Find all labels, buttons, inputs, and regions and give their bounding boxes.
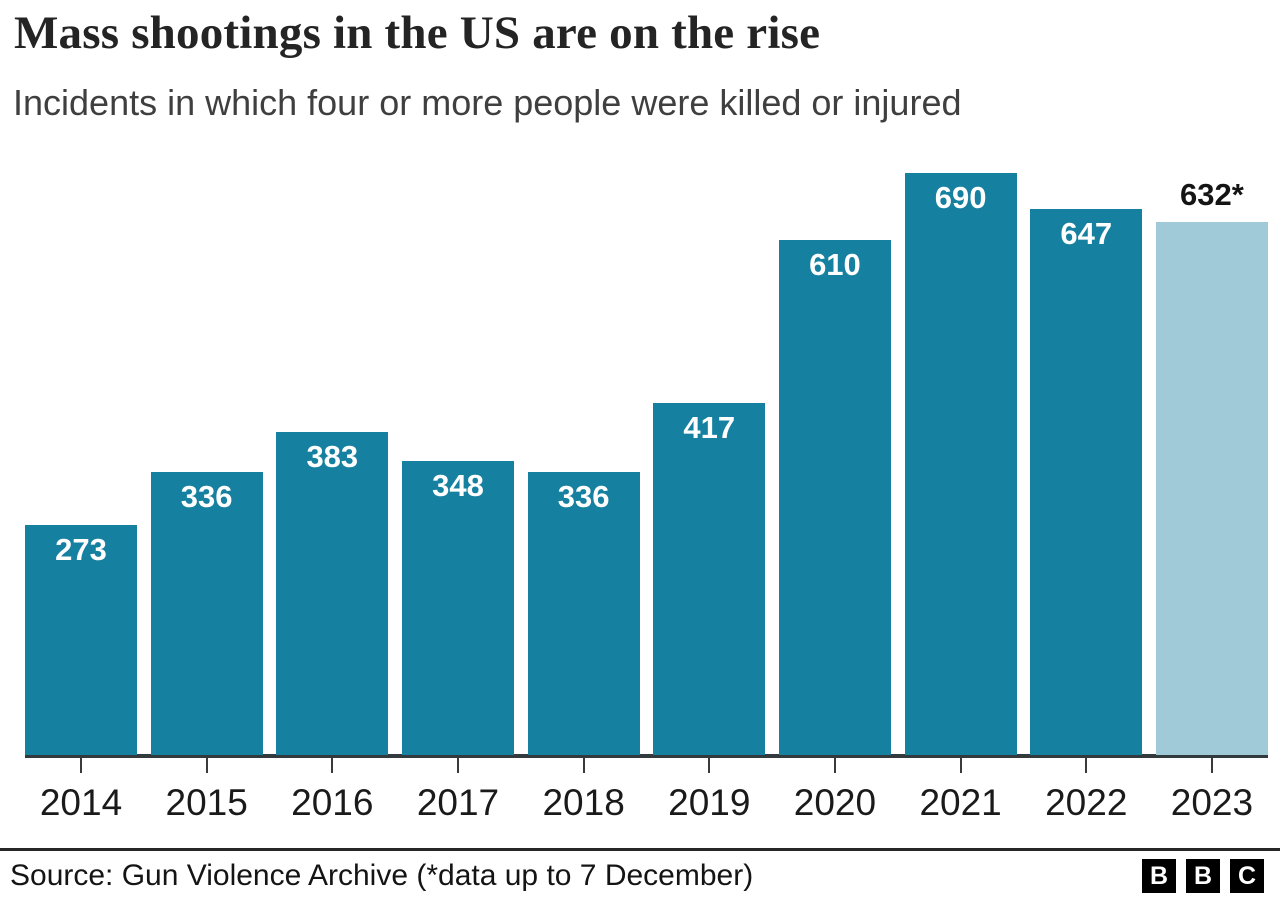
footer-divider (0, 848, 1280, 851)
bar-2016: 383 (276, 432, 389, 755)
bar-column-2023: 632* 2023 (1155, 173, 1268, 824)
bar-2018: 336 (527, 472, 640, 755)
bar-column-2019: 417 2019 (653, 173, 766, 824)
plot-columns: 273 2014 336 2015 383 2016 348 2017 336 2018 417 20… (25, 173, 1268, 824)
axis-tick-2020 (833, 758, 836, 773)
bar-2022: 647 (1030, 209, 1143, 755)
bar-2023: 632* (1155, 177, 1268, 755)
x-axis-label-2017: 2017 (416, 782, 500, 823)
x-axis-label-2014: 2014 (39, 782, 123, 823)
bar-value-label-2017: 348 (432, 468, 484, 503)
x-axis-label-2023: 2023 (1170, 782, 1254, 823)
axis-tick-2022 (1085, 758, 1088, 773)
chart-subtitle: Incidents in which four or more people w… (13, 82, 962, 123)
bar-value-label-2015: 336 (180, 479, 233, 514)
bar-value-label-2018: 336 (557, 479, 610, 514)
bar-value-label-2020: 610 (809, 247, 861, 282)
x-axis-label-2019: 2019 (668, 782, 751, 823)
x-axis-label-2016: 2016 (291, 782, 374, 823)
axis-tick-2018 (582, 758, 585, 773)
axis-tick-2015 (205, 758, 208, 773)
bar-2017: 348 (401, 461, 514, 755)
bar-value-label-2016: 383 (306, 439, 359, 474)
axis-tick-2017 (456, 758, 459, 773)
bar-value-label-2022: 647 (1060, 216, 1113, 251)
bar-2019: 417 (653, 403, 766, 755)
bar-2021: 690 (904, 173, 1017, 755)
bar-column-2015: 336 2015 (150, 173, 263, 824)
bar-column-2021: 690 2021 (904, 173, 1017, 824)
bar-column-2020: 610 2020 (778, 173, 891, 824)
bar-column-2016: 383 2016 (276, 173, 389, 824)
bar-column-2018: 336 2018 (527, 173, 640, 824)
bar-value-label-2023: 632* (1180, 177, 1244, 212)
bar-column-2014: 273 2014 (25, 173, 137, 824)
bar-column-2022: 647 2022 (1030, 173, 1143, 824)
bar-value-label-2014: 273 (55, 532, 107, 567)
x-axis-label-2020: 2020 (793, 782, 877, 823)
bbc-logo-block-b1: B (1142, 859, 1176, 893)
x-axis-label-2015: 2015 (165, 782, 248, 823)
bbc-logo-block-c: C (1230, 859, 1264, 893)
bbc-logo-block-b2: B (1186, 859, 1220, 893)
axis-tick-2016 (331, 758, 334, 773)
bar-column-2017: 348 2017 (401, 173, 514, 824)
bar-2015: 336 (150, 472, 263, 755)
bar-2014: 273 (25, 525, 137, 755)
x-axis-label-2022: 2022 (1045, 782, 1128, 823)
x-axis-label-2018: 2018 (542, 782, 625, 823)
axis-tick-2014 (80, 758, 82, 773)
axis-tick-2021 (959, 758, 962, 773)
bbc-logo: B B C (1142, 859, 1264, 893)
axis-tick-2023 (1210, 758, 1213, 773)
x-axis-label-2021: 2021 (919, 782, 1002, 823)
bar-chart: 273 2014 336 2015 383 2016 348 2017 336 2018 417 20… (25, 173, 1268, 823)
bar-value-label-2019: 417 (683, 410, 736, 445)
source-caption: Source: Gun Violence Archive (*data up t… (10, 859, 754, 892)
x-axis-baseline (25, 754, 1268, 758)
axis-tick-2019 (708, 758, 711, 773)
chart-title: Mass shootings in the US are on the rise (14, 7, 821, 59)
bar-value-label-2021: 690 (934, 180, 987, 215)
bar-2020: 610 (778, 240, 891, 755)
